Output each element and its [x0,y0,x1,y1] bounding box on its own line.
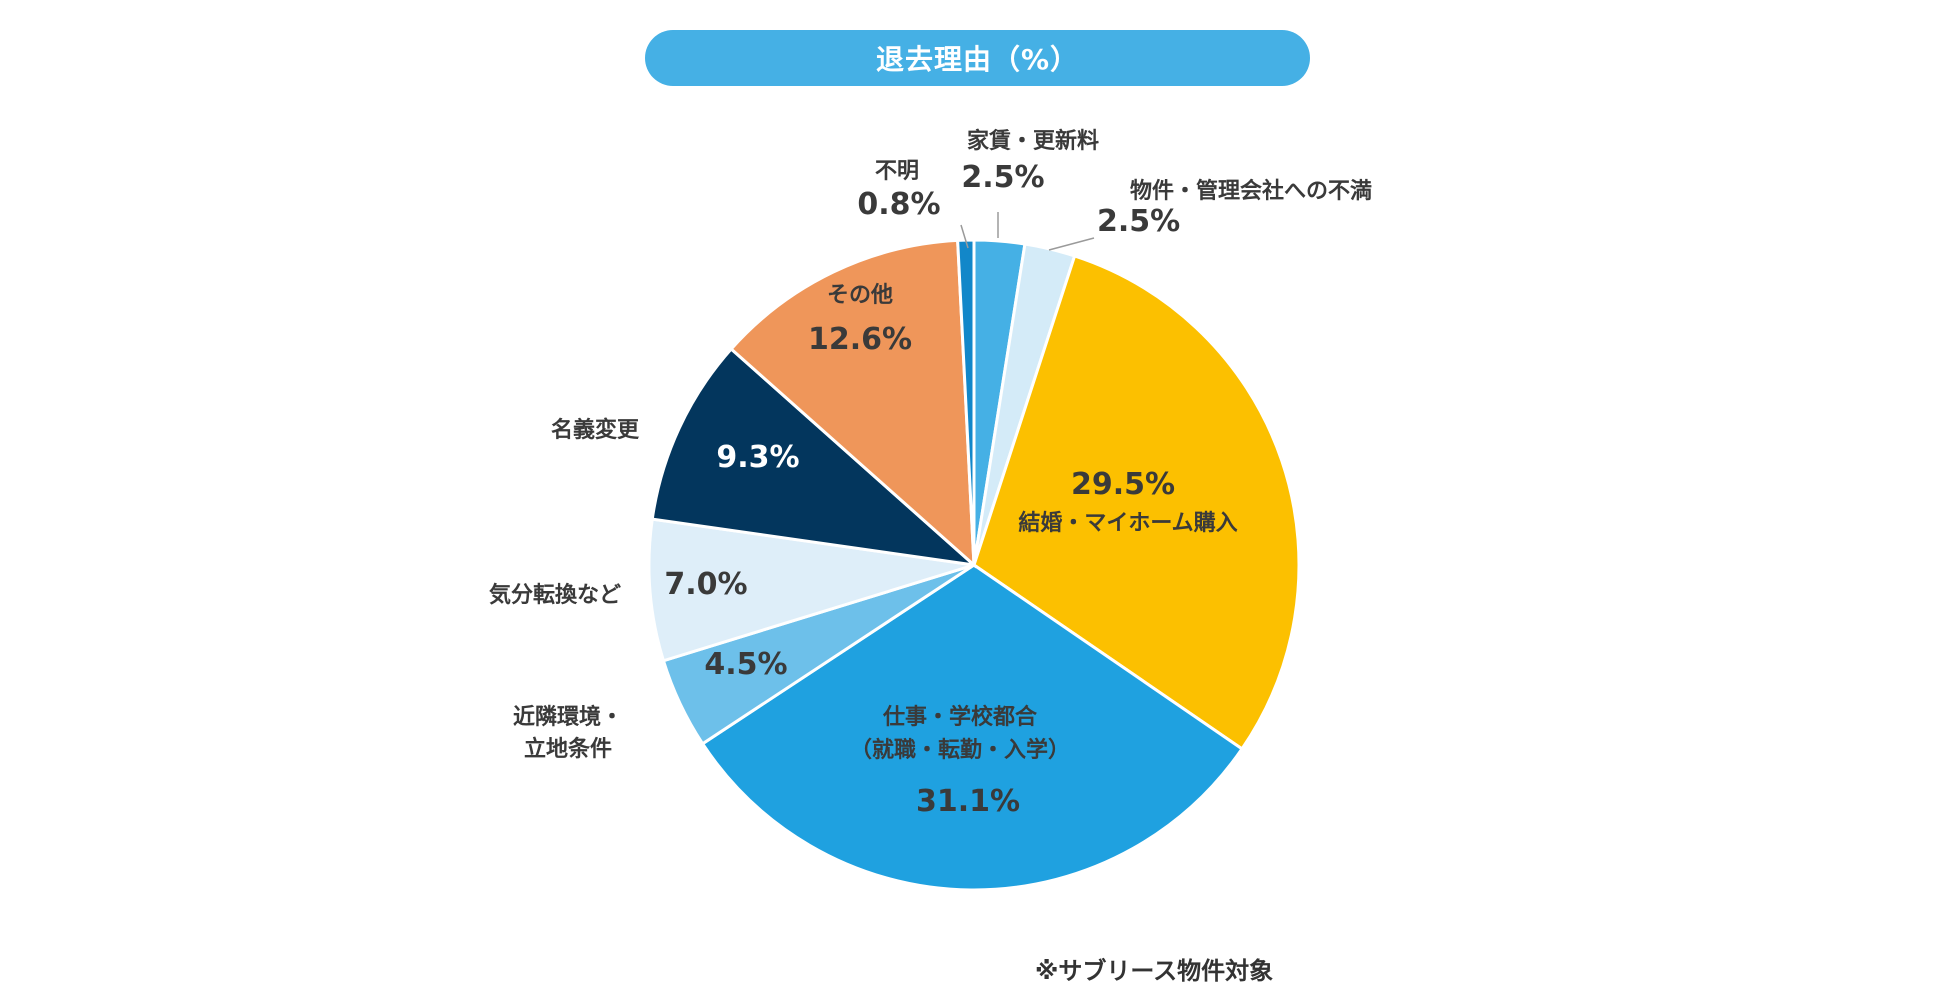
slice-value-label: 12.6% [808,322,912,357]
slice-value-label: 29.5% [1071,467,1175,502]
pie-slice [700,563,1245,892]
slice-label: その他 [827,283,893,308]
slice-value-label: 2.5% [961,160,1044,195]
pie-slice [729,238,976,569]
slice-label: 結婚・マイホーム購入 [1018,510,1237,536]
slice-value-label: 0.8% [857,187,940,222]
slice-label: 家賃・更新料 [967,128,1099,154]
leader-line [960,224,969,249]
slice-value-label: 7.0% [664,567,747,602]
slice-value-label: 31.1% [916,784,1020,819]
chart-title: 退去理由（%） [645,30,1310,86]
slice-value-label: 2.5% [1097,204,1180,239]
pie-slice [972,254,1301,751]
leader-line [1048,237,1095,251]
footnote: ※サブリース物件対象 [1035,957,1274,985]
slice-value-label: 4.5% [704,647,787,682]
slice-label: 物件・管理会社への不満 [1130,178,1372,204]
slice-label: 仕事・学校都合 [882,704,1038,730]
slice-label: 立地条件 [524,736,612,762]
slice-label: 気分転換など [489,582,621,608]
slice-label: 名義変更 [551,417,640,443]
slice-label: （就職・転勤・入学） [850,737,1070,763]
slice-label: 不明 [875,159,919,184]
slice-value-label: 9.3% [716,440,799,475]
slice-label: 近隣環境・ [513,704,623,730]
pie-slice [650,346,979,568]
